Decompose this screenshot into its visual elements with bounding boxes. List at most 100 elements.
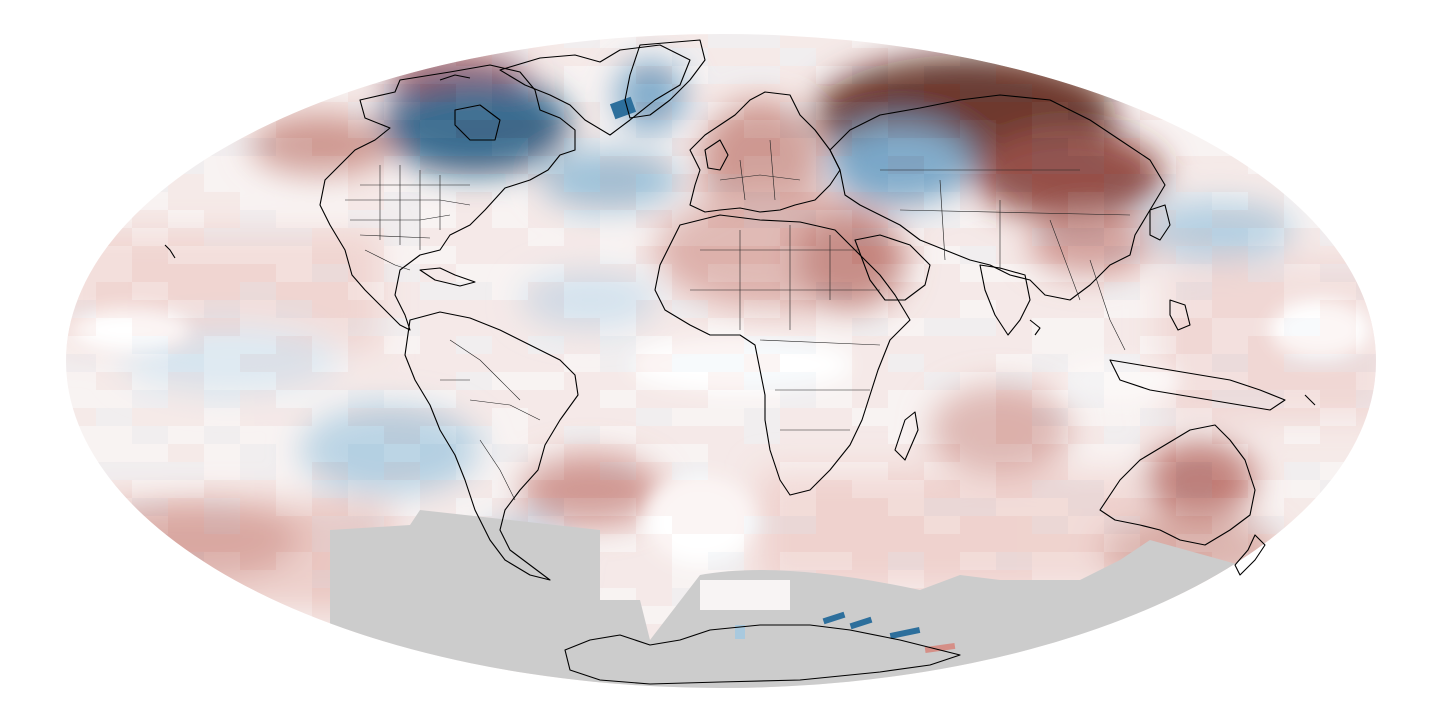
grid-cell: [960, 480, 996, 498]
grid-cell: [204, 66, 240, 84]
grid-cell: [132, 66, 168, 84]
grid-cell: [1176, 84, 1212, 102]
grid-cell: [1356, 174, 1376, 192]
grid-cell: [924, 192, 960, 210]
grid-cell: [168, 516, 204, 534]
grid-cell: [240, 156, 276, 174]
grid-cell: [96, 354, 132, 372]
grid-cell: [960, 444, 996, 462]
grid-cell: [204, 678, 240, 688]
grid-cell: [1212, 336, 1248, 354]
grid-cell: [1212, 642, 1248, 660]
grid-cell: [1176, 228, 1212, 246]
coast-india: [979, 264, 1031, 336]
grid-cell: [1212, 210, 1248, 228]
grid-cell: [960, 48, 996, 66]
grid-cell: [1140, 102, 1176, 120]
grid-cell: [852, 84, 888, 102]
grid-cell: [1104, 426, 1140, 444]
coast-europe: [689, 91, 841, 213]
grid-cell: [996, 696, 1032, 714]
grid-cell: [60, 696, 96, 714]
grid-cell: [240, 228, 276, 246]
grid-cell: [1140, 156, 1176, 174]
grid-cell: [1212, 606, 1248, 624]
grid-cell: [492, 174, 528, 192]
grid-cell: [1140, 34, 1176, 48]
grid-cell: [204, 34, 240, 48]
grid-cell: [204, 192, 240, 210]
grid-cell: [600, 210, 636, 228]
grid-cell: [1212, 138, 1248, 156]
grid-cell: [636, 48, 672, 66]
grid-cell: [96, 174, 132, 192]
grid-cell: [780, 426, 816, 444]
grid-cell: [312, 444, 348, 462]
grid-cell: [132, 660, 168, 678]
grid-cell: [708, 696, 744, 714]
grid-cell: [852, 156, 888, 174]
grid-cell: [852, 120, 888, 138]
grid-cell: [348, 192, 384, 210]
grid-cell: [816, 210, 852, 228]
grid-cell: [1248, 678, 1284, 688]
grid-cell: [852, 174, 888, 192]
grid-cell: [1320, 480, 1356, 498]
grid-cell: [600, 336, 636, 354]
grid-cell: [384, 480, 420, 498]
grid-cell: [1284, 480, 1320, 498]
grid-cell: [816, 300, 852, 318]
grid-cell: [312, 228, 348, 246]
grid-cell: [888, 516, 924, 534]
grid-cell: [66, 84, 96, 102]
grid-cell: [996, 534, 1032, 552]
grid-cell: [780, 34, 816, 48]
grid-cell: [348, 660, 384, 678]
coast-japan: [1149, 204, 1171, 241]
grid-cell: [564, 426, 600, 444]
grid-cell: [1068, 138, 1104, 156]
grid-cell: [384, 264, 420, 282]
grid-cell: [1248, 426, 1284, 444]
grid-cell: [240, 390, 276, 408]
grid-cell: [1176, 372, 1212, 390]
grid-cell: [960, 156, 996, 174]
grid-cell: [672, 534, 708, 552]
grid-cell: [456, 408, 492, 426]
grid-cell: [240, 102, 276, 120]
grid-cell: [852, 354, 888, 372]
grid-cell: [1104, 138, 1140, 156]
grid-cell: [384, 462, 420, 480]
grid-cell: [168, 552, 204, 570]
grid-cell: [924, 444, 960, 462]
sri-lanka-coast: [1029, 319, 1041, 336]
grid-cell: [204, 624, 240, 642]
grid-cell: [708, 282, 744, 300]
grid-cell: [1356, 462, 1376, 480]
grid-cell: [168, 678, 204, 688]
grid-cell: [780, 264, 816, 282]
grid-cell: [816, 264, 852, 282]
grid-cell: [1212, 462, 1248, 480]
grid-cell: [1248, 516, 1284, 534]
grid-cell: [168, 66, 204, 84]
grid-cell: [600, 138, 636, 156]
grid-cell: [312, 498, 348, 516]
grid-cell: [312, 138, 348, 156]
grid-cell: [852, 444, 888, 462]
grid-cell: [420, 300, 456, 318]
grid-cell: [204, 156, 240, 174]
grid-cell: [924, 552, 960, 570]
grid-cell: [384, 354, 420, 372]
grid-cell: [1176, 156, 1212, 174]
grid-cell: [1068, 282, 1104, 300]
grid-cell: [1140, 498, 1176, 516]
grid-cell: [924, 354, 960, 372]
grid-cell: [96, 426, 132, 444]
grid-cell: [960, 354, 996, 372]
grid-cell: [204, 318, 240, 336]
grid-cell: [1104, 660, 1140, 678]
grid-cell: [1140, 426, 1176, 444]
grid-cell: [168, 102, 204, 120]
grid-cell: [1032, 318, 1068, 336]
